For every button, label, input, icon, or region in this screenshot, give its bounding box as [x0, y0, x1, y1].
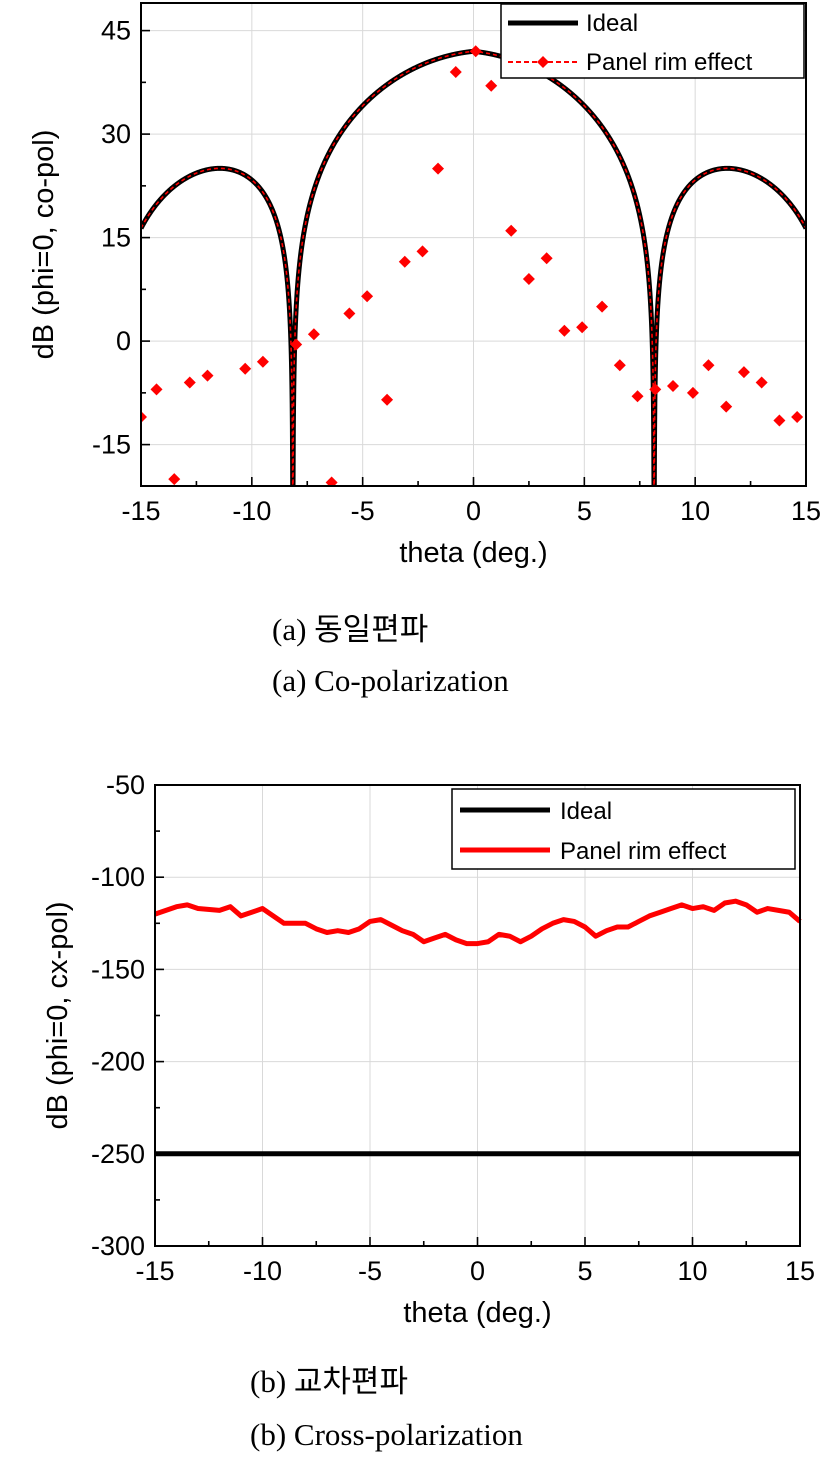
data-point-marker [201, 369, 214, 382]
legend: Ideal Panel rim effect [500, 3, 805, 79]
data-point-marker [613, 359, 626, 372]
x-tick-label: -5 [358, 1256, 382, 1286]
legend-box [500, 3, 805, 79]
data-point-marker [522, 273, 535, 285]
y-tick-label: -300 [91, 1231, 145, 1261]
y-tick-label: 15 [101, 223, 131, 253]
legend-label-ideal: Ideal [586, 10, 638, 37]
caption-english: (a) Co-polarization [272, 663, 509, 698]
data-point-marker [596, 300, 609, 313]
data-point-marker [290, 338, 303, 351]
y-axis-title: dB (phi=0, co-pol) [28, 130, 60, 360]
y-tick-labels: -300 -250 -200 -150 -100 -50 [91, 770, 145, 1261]
data-point-marker [558, 324, 571, 337]
data-point-marker [576, 321, 589, 334]
data-point-marker [150, 383, 163, 396]
data-point-marker [307, 328, 320, 341]
x-tick-label: -15 [121, 496, 160, 526]
x-tick-label: -10 [243, 1256, 282, 1286]
legend-label-panel-rim: Panel rim effect [586, 49, 753, 76]
data-point-marker [469, 45, 482, 58]
x-tick-label: -15 [135, 1256, 174, 1286]
y-tick-label: -15 [92, 430, 131, 460]
legend-label-panel-rim: Panel rim effect [560, 838, 727, 865]
data-point-marker [631, 390, 644, 403]
plot-area [154, 898, 802, 1157]
x-tick-label: 5 [577, 1256, 592, 1286]
data-point-marker [667, 379, 679, 392]
chart-co-polarization: -15 -10 -5 0 5 10 15 -15 0 15 30 45 theta (deg.) d… [28, 2, 821, 698]
data-point-marker [686, 386, 699, 399]
y-tick-label: 30 [101, 119, 131, 149]
data-point-marker [485, 79, 498, 92]
plot-frame [154, 784, 801, 1247]
series-line-panel-rim [154, 898, 802, 947]
data-point-marker [256, 355, 269, 368]
y-tick-label: -250 [91, 1139, 145, 1169]
x-tick-label: 10 [677, 1256, 707, 1286]
data-point-marker [416, 245, 429, 258]
y-tick-labels: -15 0 15 30 45 [92, 16, 131, 460]
data-point-marker [432, 162, 445, 175]
caption-english: (b) Cross-polarization [250, 1417, 523, 1452]
data-point-marker [343, 307, 356, 320]
data-point-marker [168, 473, 181, 486]
data-point-marker [773, 414, 786, 427]
chart-cross-polarization: -15 -10 -5 0 5 10 15 -300-250-200-150-100-50 t… [42, 770, 815, 1452]
data-point-marker [183, 376, 196, 389]
x-tick-label: -5 [351, 496, 375, 526]
y-tick-label: -150 [91, 954, 145, 984]
series-group [141, 45, 806, 506]
x-tick-label: -10 [232, 496, 271, 526]
data-point-marker [702, 359, 715, 372]
x-tick-labels: -15 -10 -5 0 5 10 15 [135, 1256, 815, 1286]
x-tick-label: 10 [680, 496, 710, 526]
caption-korean: (b) 교차편파 [250, 1364, 408, 1399]
plot-frame [140, 2, 807, 487]
legend-label-ideal: Ideal [560, 798, 612, 825]
y-tick-label: -100 [91, 862, 145, 892]
x-tick-labels: -15 -10 -5 0 5 10 15 [121, 496, 821, 526]
data-point-marker [449, 66, 462, 78]
data-point-marker [361, 290, 374, 303]
data-point-marker [505, 224, 518, 237]
y-tick-label: -50 [106, 770, 145, 800]
data-point-marker [141, 411, 147, 423]
data-point-marker [540, 252, 553, 265]
data-point-marker [791, 411, 804, 423]
data-point-marker [755, 376, 768, 389]
data-point-marker [275, 494, 287, 506]
data-point-marker [381, 393, 394, 406]
caption-korean: (a) 동일편파 [272, 612, 428, 647]
y-axis-title: dB (phi=0, cx-pol) [42, 901, 74, 1129]
y-tick-label: 0 [116, 326, 131, 356]
legend-box [451, 788, 796, 870]
legend: Ideal Panel rim effect [451, 788, 796, 870]
plot-area [141, 45, 806, 506]
data-point-marker [649, 383, 662, 396]
data-point-marker [398, 255, 411, 268]
y-tick-label: -200 [91, 1047, 145, 1077]
x-tick-label: 5 [577, 496, 592, 526]
data-point-marker [720, 400, 733, 413]
legend-marker-diamond [537, 56, 549, 68]
data-point-marker [737, 366, 750, 379]
x-axis-title: theta (deg.) [403, 1297, 551, 1329]
x-axis-title: theta (deg.) [399, 537, 547, 569]
x-tick-label: 15 [785, 1256, 815, 1286]
x-tick-label: 0 [466, 496, 481, 526]
y-tick-label: 45 [101, 16, 131, 46]
x-tick-label: 15 [791, 496, 821, 526]
data-point-marker [325, 476, 338, 486]
x-tick-label: 0 [470, 1256, 485, 1286]
data-point-marker [239, 362, 252, 375]
